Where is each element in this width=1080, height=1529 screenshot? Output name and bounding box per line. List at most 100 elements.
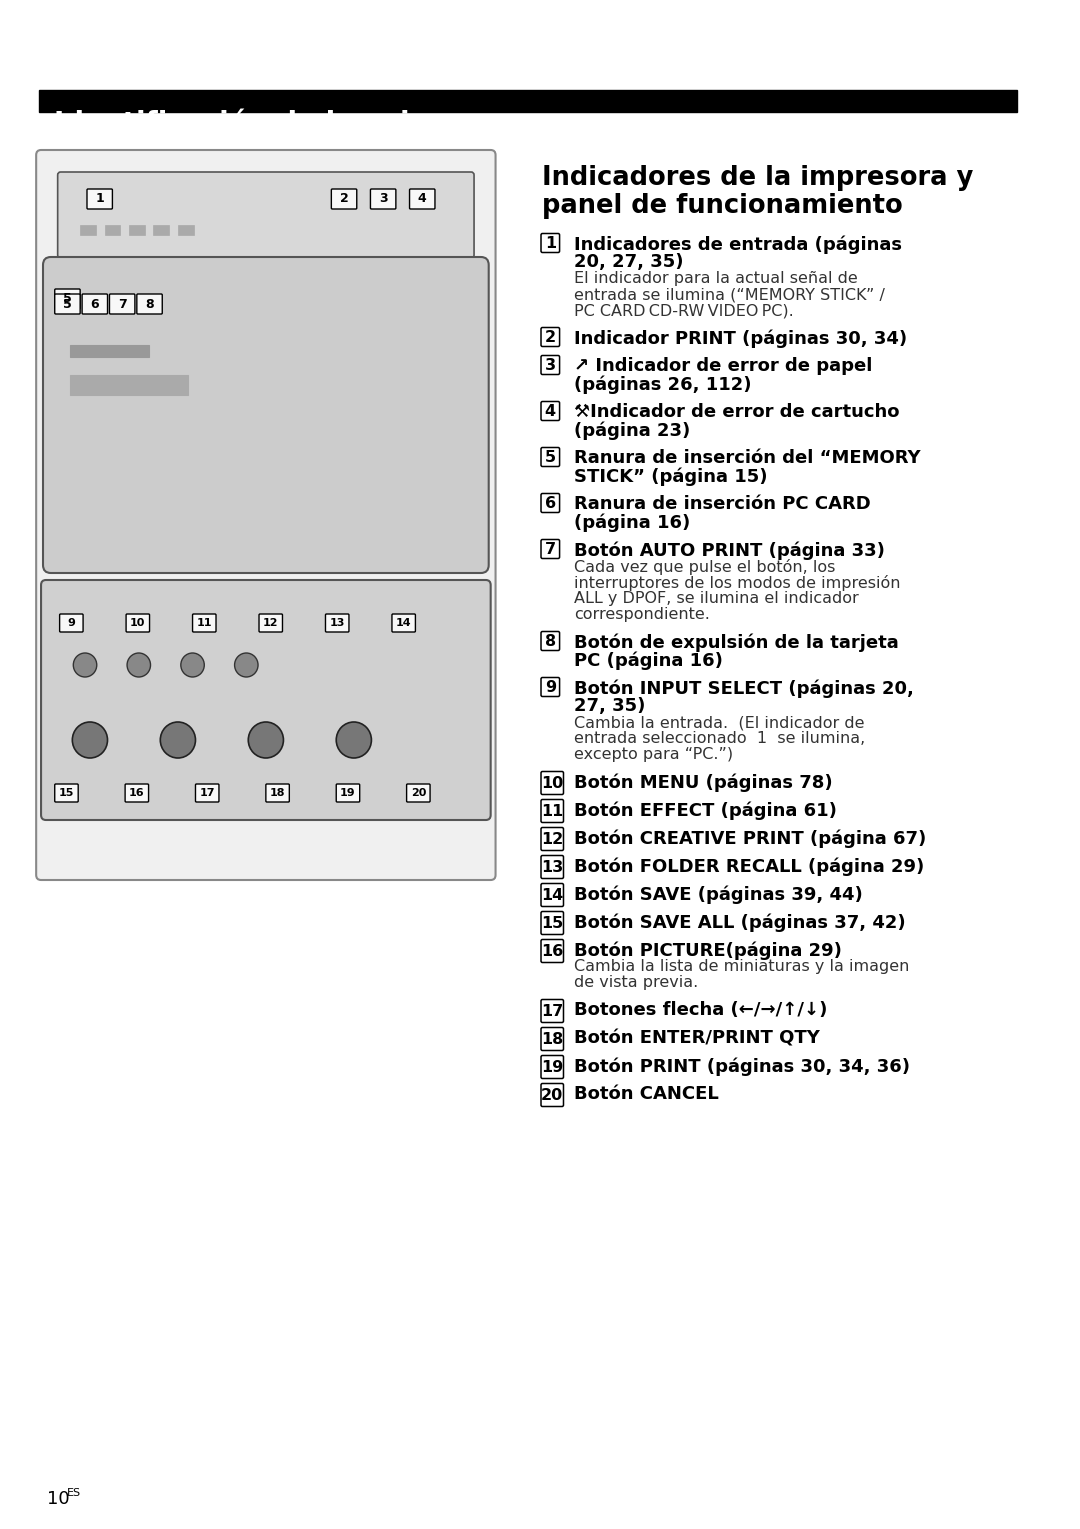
Text: Botón CANCEL: Botón CANCEL	[573, 1086, 718, 1102]
Text: Indicadores de la impresora y: Indicadores de la impresora y	[542, 165, 974, 191]
FancyBboxPatch shape	[55, 294, 80, 313]
Text: 15: 15	[541, 916, 564, 931]
Text: 18: 18	[270, 787, 285, 798]
Text: 19: 19	[340, 787, 355, 798]
FancyBboxPatch shape	[137, 294, 162, 313]
FancyBboxPatch shape	[87, 190, 112, 209]
Text: 7: 7	[118, 298, 126, 310]
Text: 20: 20	[541, 1087, 564, 1102]
Text: ⚒Indicador de error de cartucho: ⚒Indicador de error de cartucho	[573, 404, 900, 420]
Text: 11: 11	[541, 804, 564, 818]
FancyBboxPatch shape	[55, 784, 78, 803]
Text: 12: 12	[264, 618, 279, 628]
Text: 3: 3	[379, 193, 388, 205]
Text: Botón MENU (páginas 78): Botón MENU (páginas 78)	[573, 774, 833, 792]
FancyBboxPatch shape	[541, 884, 564, 907]
Text: entrada seleccionado  1  se ilumina,: entrada seleccionado 1 se ilumina,	[573, 731, 865, 746]
Text: Cada vez que pulse el botón, los: Cada vez que pulse el botón, los	[573, 560, 835, 575]
Text: 16: 16	[129, 787, 145, 798]
Text: Botón FOLDER RECALL (página 29): Botón FOLDER RECALL (página 29)	[573, 856, 924, 876]
Text: 10: 10	[46, 1489, 69, 1508]
FancyBboxPatch shape	[541, 856, 564, 879]
Text: 4: 4	[418, 193, 427, 205]
Text: PC (página 16): PC (página 16)	[573, 651, 723, 670]
FancyBboxPatch shape	[406, 784, 430, 803]
FancyBboxPatch shape	[541, 631, 559, 650]
Text: 5: 5	[544, 450, 556, 465]
Circle shape	[234, 653, 258, 677]
Text: 10: 10	[541, 775, 564, 790]
FancyBboxPatch shape	[125, 784, 149, 803]
FancyBboxPatch shape	[541, 327, 559, 347]
Text: interruptores de los modos de impresión: interruptores de los modos de impresión	[573, 575, 901, 592]
Text: Cambia la entrada.  (El indicador de: Cambia la entrada. (El indicador de	[573, 716, 864, 729]
Text: 9: 9	[544, 679, 556, 694]
FancyBboxPatch shape	[541, 800, 564, 823]
FancyBboxPatch shape	[59, 615, 83, 631]
Text: 6: 6	[91, 298, 99, 310]
FancyBboxPatch shape	[192, 615, 216, 631]
Text: PC CARD CD-RW VIDEO PC).: PC CARD CD-RW VIDEO PC).	[573, 303, 794, 318]
Text: Botón INPUT SELECT (páginas 20,: Botón INPUT SELECT (páginas 20,	[573, 679, 914, 697]
FancyBboxPatch shape	[541, 356, 559, 375]
Text: (página 16): (página 16)	[573, 514, 690, 532]
Text: 17: 17	[200, 787, 215, 798]
Text: 1: 1	[95, 193, 104, 205]
FancyBboxPatch shape	[541, 540, 559, 558]
Text: 8: 8	[145, 298, 153, 310]
Text: Botón de expulsión de la tarjeta: Botón de expulsión de la tarjeta	[573, 633, 899, 651]
Bar	[80, 225, 96, 235]
FancyBboxPatch shape	[332, 190, 356, 209]
Bar	[178, 225, 193, 235]
FancyBboxPatch shape	[57, 171, 474, 258]
Text: 14: 14	[541, 887, 564, 902]
FancyBboxPatch shape	[336, 784, 360, 803]
Text: 20, 27, 35): 20, 27, 35)	[573, 252, 684, 271]
FancyBboxPatch shape	[541, 772, 564, 795]
FancyBboxPatch shape	[541, 1000, 564, 1023]
FancyBboxPatch shape	[541, 494, 559, 512]
FancyBboxPatch shape	[541, 402, 559, 420]
Text: El indicador para la actual señal de: El indicador para la actual señal de	[573, 271, 858, 286]
FancyBboxPatch shape	[325, 615, 349, 631]
Text: 16: 16	[541, 943, 564, 959]
Text: 2: 2	[544, 330, 556, 344]
Bar	[129, 225, 145, 235]
Text: Botón ENTER/PRINT QTY: Botón ENTER/PRINT QTY	[573, 1029, 820, 1047]
FancyBboxPatch shape	[409, 190, 435, 209]
Text: Botón AUTO PRINT (página 33): Botón AUTO PRINT (página 33)	[573, 541, 885, 560]
FancyBboxPatch shape	[41, 579, 490, 820]
Text: Botón SAVE ALL (páginas 37, 42): Botón SAVE ALL (páginas 37, 42)	[573, 913, 905, 931]
Text: 4: 4	[544, 404, 556, 419]
FancyBboxPatch shape	[541, 1084, 564, 1107]
Text: 15: 15	[58, 787, 75, 798]
FancyBboxPatch shape	[541, 1027, 564, 1050]
Text: 9: 9	[67, 618, 76, 628]
Text: Botón PICTURE(página 29): Botón PICTURE(página 29)	[573, 940, 841, 960]
Text: 17: 17	[541, 1003, 564, 1018]
FancyBboxPatch shape	[195, 784, 219, 803]
FancyBboxPatch shape	[541, 939, 564, 962]
Text: Ranura de inserción del “MEMORY: Ranura de inserción del “MEMORY	[573, 450, 920, 466]
Text: Botón SAVE (páginas 39, 44): Botón SAVE (páginas 39, 44)	[573, 885, 863, 904]
Text: 13: 13	[329, 618, 345, 628]
Text: 20: 20	[410, 787, 426, 798]
Text: 11: 11	[197, 618, 212, 628]
Circle shape	[73, 653, 97, 677]
Bar	[105, 225, 120, 235]
Bar	[70, 346, 149, 356]
Bar	[39, 90, 1016, 112]
FancyBboxPatch shape	[541, 234, 559, 252]
Circle shape	[72, 722, 108, 758]
FancyBboxPatch shape	[541, 677, 559, 697]
Text: (páginas 26, 112): (páginas 26, 112)	[573, 375, 752, 393]
Circle shape	[180, 653, 204, 677]
Bar	[153, 225, 170, 235]
FancyBboxPatch shape	[55, 289, 80, 309]
Text: Botones flecha (←/→/↑/↓): Botones flecha (←/→/↑/↓)	[573, 1001, 827, 1018]
Circle shape	[248, 722, 283, 758]
Text: de vista previa.: de vista previa.	[573, 976, 698, 989]
Text: Botón EFFECT (página 61): Botón EFFECT (página 61)	[573, 801, 837, 820]
Text: 14: 14	[396, 618, 411, 628]
Text: Ranura de inserción PC CARD: Ranura de inserción PC CARD	[573, 495, 870, 514]
